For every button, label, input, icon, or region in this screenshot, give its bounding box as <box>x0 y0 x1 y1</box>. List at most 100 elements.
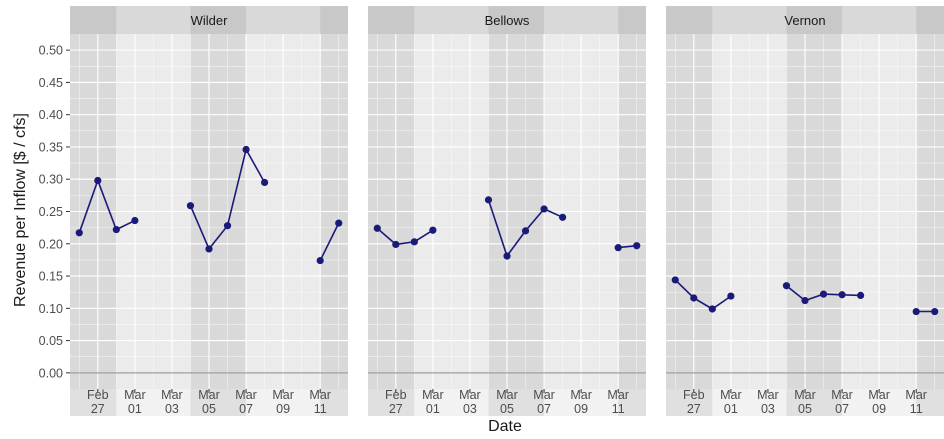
data-point <box>838 291 846 299</box>
data-point <box>540 205 548 213</box>
x-tick-label-month: Mar <box>570 388 592 402</box>
data-point <box>186 202 195 210</box>
facet-content: Feb27Mar01Mar03Mar05Mar07Mar09Mar11Verno… <box>666 6 944 416</box>
x-tick-label-month: Feb <box>683 388 705 402</box>
x-tick-label-day: 01 <box>128 402 142 416</box>
x-tick-label-day: 27 <box>91 402 105 416</box>
x-tick-label-day: 05 <box>798 402 812 416</box>
data-point <box>931 307 939 316</box>
x-tick-label-month: Mar <box>422 388 444 402</box>
x-tick-label-month: Mar <box>161 388 183 402</box>
data-point <box>131 216 139 225</box>
x-tick-label-month: Feb <box>385 388 407 402</box>
x-tick-label-day: 05 <box>500 402 514 416</box>
y-axis: 0.00 0.05 0.10 0.15 0.20 0.25 0.30 0.35 0.40 0.45… <box>39 44 70 380</box>
data-point <box>316 256 324 265</box>
facet-wilder: Feb27Mar01Mar03Mar05Mar07Mar09Mar11Wilde… <box>70 6 348 416</box>
x-tick-label-month: Mar <box>235 388 257 402</box>
data-point <box>671 276 679 284</box>
x-tick-label-month: Feb <box>87 388 109 402</box>
data-point <box>912 307 920 316</box>
strip-background <box>70 6 348 34</box>
x-tick-label-month: Mar <box>607 388 629 402</box>
data-point <box>94 176 102 185</box>
series-line <box>319 222 340 261</box>
series-line <box>674 279 732 310</box>
facet-bellows: Feb27Mar01Mar03Mar05Mar07Mar09Mar11Bello… <box>368 6 646 416</box>
data-point <box>261 178 269 187</box>
y-axis-title: Revenue per Inflow [$ / cfs] <box>12 113 29 307</box>
x-tick-label-month: Mar <box>496 388 518 402</box>
facet-content: Feb27Mar01Mar03Mar05Mar07Mar09Mar11Wilde… <box>70 6 348 416</box>
data-point <box>503 252 511 260</box>
data-point <box>559 213 567 221</box>
x-tick-label-day: 09 <box>872 402 886 416</box>
x-tick-label-day: 11 <box>910 402 923 416</box>
y-tick-label: 0.05 <box>39 334 63 348</box>
strip-background <box>666 6 944 34</box>
x-tick-label-day: 27 <box>389 402 403 416</box>
x-tick-label-month: Mar <box>272 388 294 402</box>
x-tick-band <box>368 389 646 416</box>
series-line <box>78 178 136 234</box>
x-tick-label-day: 01 <box>426 402 440 416</box>
y-tick-label: 0.10 <box>39 302 63 316</box>
x-tick-label-month: Mar <box>720 388 742 402</box>
y-tick-label: 0.25 <box>39 205 63 219</box>
facet-strip-label: Bellows <box>485 13 530 28</box>
data-point <box>614 244 622 252</box>
data-point <box>690 294 698 302</box>
data-point <box>484 196 493 204</box>
facet-panels: Feb27Mar01Mar03Mar05Mar07Mar09Mar11Wilde… <box>70 6 944 416</box>
x-tick-label-month: Mar <box>831 388 853 402</box>
x-tick-band <box>70 389 348 416</box>
x-tick-label-day: 11 <box>612 402 625 416</box>
data-point <box>782 282 791 290</box>
y-tick-label: 0.30 <box>39 173 63 187</box>
x-tick-label-month: Mar <box>757 388 779 402</box>
x-tick-label-day: 09 <box>276 402 290 416</box>
data-point <box>801 296 809 305</box>
data-point <box>410 238 418 246</box>
data-point <box>521 227 530 235</box>
facet-strip-label: Vernon <box>784 13 825 28</box>
y-tick-label: 0.45 <box>39 76 63 90</box>
x-tick-label-month: Mar <box>198 388 220 402</box>
y-tick-label: 0.15 <box>39 270 63 284</box>
x-tick-label-month: Mar <box>124 388 146 402</box>
series-line <box>376 227 434 246</box>
x-tick-label-day: 03 <box>761 402 775 416</box>
data-point <box>223 222 232 230</box>
x-tick-label-month: Mar <box>533 388 555 402</box>
y-tick-label: 0.40 <box>39 108 63 122</box>
data-point <box>857 291 865 300</box>
x-tick-label-day: 01 <box>724 402 738 416</box>
data-point <box>708 305 716 313</box>
x-tick-label-day: 07 <box>835 402 849 416</box>
x-tick-label-day: 07 <box>239 402 253 416</box>
y-tick-label: 0.00 <box>39 366 63 380</box>
x-tick-band <box>666 389 944 416</box>
x-axis-title: Date <box>488 418 522 435</box>
x-tick-label-month: Mar <box>309 388 331 402</box>
data-point <box>242 145 250 154</box>
x-tick-label-day: 11 <box>314 402 327 416</box>
data-point <box>335 219 343 227</box>
facet-content: Feb27Mar01Mar03Mar05Mar07Mar09Mar11Bello… <box>368 6 646 416</box>
x-tick-label-day: 05 <box>202 402 216 416</box>
data-point <box>112 225 120 234</box>
x-tick-label-day: 27 <box>687 402 701 416</box>
data-point <box>819 290 828 298</box>
x-tick-label-day: 03 <box>463 402 477 416</box>
x-tick-label-day: 03 <box>165 402 179 416</box>
data-point <box>429 226 437 234</box>
data-point <box>205 245 213 253</box>
data-point <box>392 240 400 249</box>
x-tick-label-month: Mar <box>794 388 816 402</box>
data-point <box>75 229 83 237</box>
y-tick-label: 0.50 <box>39 44 63 58</box>
x-tick-label-day: 09 <box>574 402 588 416</box>
x-tick-label-month: Mar <box>868 388 890 402</box>
facet-strip-label: Wilder <box>191 13 229 28</box>
